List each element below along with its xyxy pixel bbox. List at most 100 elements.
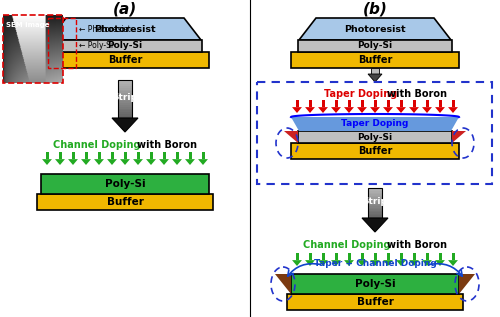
Bar	[162, 152, 166, 159]
Polygon shape	[42, 159, 52, 165]
Text: with Boron: with Boron	[387, 89, 447, 99]
Bar	[386, 100, 390, 107]
Bar	[118, 99, 132, 101]
Text: Poly-Si: Poly-Si	[358, 133, 392, 141]
Bar	[298, 40, 452, 52]
Bar	[118, 116, 132, 118]
Bar	[368, 209, 382, 210]
Bar	[368, 200, 382, 202]
Bar	[84, 152, 87, 159]
Text: ← Photoresist: ← Photoresist	[79, 24, 131, 34]
Bar	[412, 253, 416, 260]
Bar	[368, 188, 382, 190]
Text: Buffer: Buffer	[106, 197, 144, 207]
Polygon shape	[357, 107, 367, 113]
Bar	[296, 100, 298, 107]
Bar	[412, 100, 416, 107]
Bar	[368, 203, 382, 204]
Polygon shape	[94, 159, 104, 165]
Text: Poly-Si: Poly-Si	[104, 179, 146, 189]
Bar	[438, 253, 442, 260]
Polygon shape	[383, 260, 393, 266]
Bar	[452, 100, 454, 107]
Polygon shape	[133, 159, 143, 165]
Polygon shape	[452, 131, 466, 143]
Polygon shape	[459, 274, 475, 294]
Bar	[452, 253, 454, 260]
Polygon shape	[409, 107, 419, 113]
Polygon shape	[331, 107, 341, 113]
Text: (b): (b)	[362, 2, 388, 16]
Bar	[368, 191, 382, 192]
Polygon shape	[422, 107, 432, 113]
Bar	[334, 100, 338, 107]
Bar	[291, 52, 459, 68]
Bar	[334, 253, 338, 260]
Text: with Boron: with Boron	[387, 240, 447, 250]
Bar	[368, 194, 382, 196]
Text: Taper + Channel Doping: Taper + Channel Doping	[314, 260, 436, 268]
Bar	[188, 152, 192, 159]
Bar	[202, 152, 204, 159]
Bar	[360, 100, 364, 107]
Polygon shape	[448, 107, 458, 113]
Text: Photoresist: Photoresist	[344, 24, 406, 34]
Bar	[368, 202, 382, 203]
Bar	[118, 89, 132, 91]
Polygon shape	[292, 107, 302, 113]
Bar	[426, 100, 428, 107]
Polygon shape	[305, 260, 315, 266]
Polygon shape	[396, 107, 406, 113]
Bar	[291, 143, 459, 159]
Polygon shape	[357, 260, 367, 266]
Bar	[72, 152, 74, 159]
Bar	[48, 18, 76, 68]
Bar	[368, 196, 382, 197]
Bar	[368, 204, 382, 206]
Text: Poly-Si: Poly-Si	[108, 42, 142, 50]
Bar	[3, 15, 63, 83]
Polygon shape	[409, 260, 419, 266]
Bar	[386, 253, 390, 260]
Polygon shape	[49, 18, 201, 40]
Bar	[360, 253, 364, 260]
Polygon shape	[383, 107, 393, 113]
Bar	[118, 108, 132, 110]
Bar	[400, 100, 402, 107]
Bar	[118, 112, 132, 114]
Bar	[48, 40, 202, 52]
Polygon shape	[435, 107, 445, 113]
Bar	[368, 214, 382, 215]
Bar	[118, 105, 132, 107]
Bar	[41, 174, 209, 194]
Bar	[41, 52, 209, 68]
Bar	[176, 152, 178, 159]
Polygon shape	[55, 159, 65, 165]
Bar	[118, 110, 132, 112]
Bar	[98, 152, 100, 159]
Polygon shape	[362, 218, 388, 232]
Bar	[287, 294, 463, 310]
Bar	[368, 197, 382, 198]
Polygon shape	[172, 159, 182, 165]
Bar	[298, 131, 452, 143]
Bar	[368, 206, 382, 208]
Text: Strip: Strip	[112, 93, 138, 102]
Bar	[368, 212, 382, 214]
Bar	[46, 152, 48, 159]
Polygon shape	[448, 260, 458, 266]
Polygon shape	[159, 159, 169, 165]
Bar	[438, 100, 442, 107]
Bar	[3, 15, 63, 83]
Polygon shape	[318, 107, 328, 113]
Polygon shape	[185, 159, 195, 165]
Text: Buffer: Buffer	[356, 297, 394, 307]
Text: with Boron: with Boron	[137, 140, 197, 150]
Polygon shape	[291, 117, 459, 131]
Polygon shape	[120, 159, 130, 165]
Bar	[296, 253, 298, 260]
Bar	[118, 87, 132, 89]
Bar	[368, 190, 382, 191]
Bar	[322, 100, 324, 107]
Bar	[118, 95, 132, 97]
